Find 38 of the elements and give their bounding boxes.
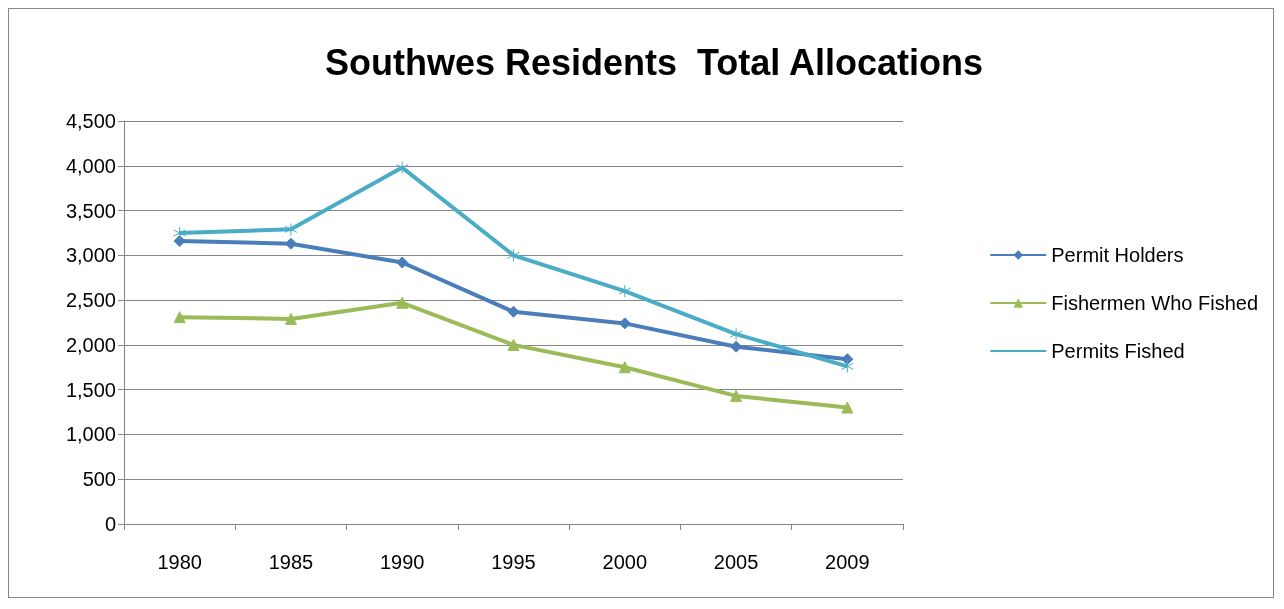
point xyxy=(507,248,520,262)
point xyxy=(395,161,409,175)
x-tick-label: 1995 xyxy=(491,551,536,573)
point xyxy=(507,305,520,318)
point xyxy=(841,353,854,366)
x-tick-label: 1985 xyxy=(268,551,314,573)
y-tick-label: 4,500 xyxy=(65,110,116,132)
point xyxy=(507,338,520,351)
x-tick-label: 1980 xyxy=(157,551,202,573)
point xyxy=(173,226,187,240)
y-tick-label: 4,000 xyxy=(65,154,116,177)
point xyxy=(618,361,631,374)
point xyxy=(840,359,854,373)
point xyxy=(729,327,743,341)
y-tick-label: 500 xyxy=(82,468,116,491)
point xyxy=(284,312,297,325)
x-tick-label: 2009 xyxy=(825,551,870,573)
x-tick-label: 2000 xyxy=(602,551,648,573)
x-tick-label: 2005 xyxy=(713,551,759,573)
point xyxy=(284,222,298,236)
legend-label: Fishermen Who Fished xyxy=(1051,292,1259,314)
y-tick-label: 3,000 xyxy=(65,244,116,267)
chart-title: Southwes Residents Total Allocations xyxy=(324,41,984,83)
legend-label: Permit Holders xyxy=(1051,244,1184,266)
y-tick-label: 0 xyxy=(104,513,116,535)
point xyxy=(841,401,854,414)
point xyxy=(396,256,409,269)
point xyxy=(396,296,409,309)
legend-label: Permits Fished xyxy=(1051,340,1185,362)
point xyxy=(173,311,186,324)
x-tick-label: 1990 xyxy=(379,551,425,573)
y-tick-label: 2,000 xyxy=(65,333,116,356)
y-tick-label: 1,000 xyxy=(65,423,116,446)
y-tick-label: 2,500 xyxy=(65,289,116,312)
y-tick-label: 1,500 xyxy=(65,378,116,401)
point xyxy=(730,389,743,402)
point xyxy=(618,284,632,298)
y-tick-label: 3,500 xyxy=(65,199,116,222)
